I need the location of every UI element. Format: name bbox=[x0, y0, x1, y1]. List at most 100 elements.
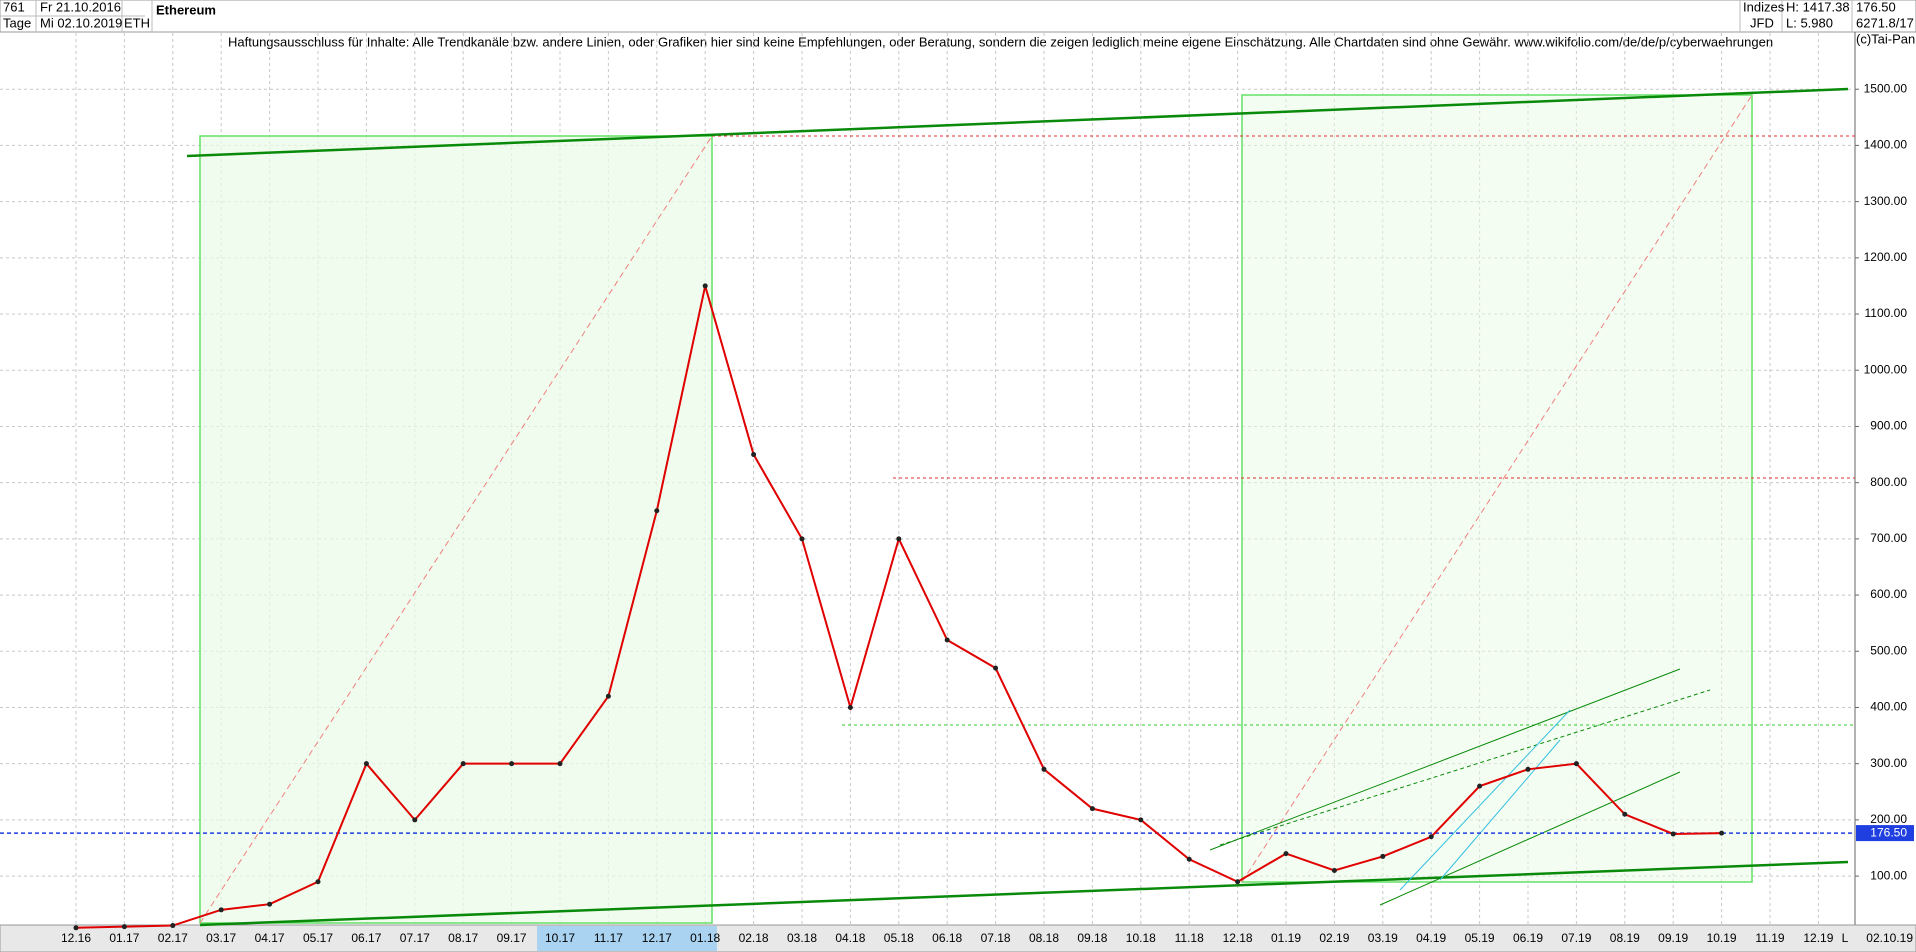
x-tick-label: 06.19 bbox=[1513, 931, 1543, 945]
x-tick-label: 07.18 bbox=[981, 931, 1011, 945]
price-point bbox=[1525, 766, 1531, 772]
price-point bbox=[170, 923, 176, 929]
header-symbol: ETH bbox=[124, 15, 150, 30]
channel-line bbox=[199, 860, 1849, 927]
price-point bbox=[1380, 853, 1386, 859]
channel-line bbox=[1219, 689, 1711, 846]
x-tick-label: 04.19 bbox=[1416, 931, 1446, 945]
header-last: 176.50 bbox=[1856, 0, 1896, 14]
x-tick-label: 06.17 bbox=[351, 931, 381, 945]
price-point bbox=[363, 761, 369, 767]
x-tick-label: 12.19 bbox=[1803, 931, 1833, 945]
y-tick-label: 500.00 bbox=[1870, 643, 1907, 657]
price-point bbox=[847, 704, 853, 710]
x-tick-label: 07.19 bbox=[1561, 931, 1591, 945]
x-tick-label: 09.17 bbox=[497, 931, 527, 945]
price-point bbox=[702, 283, 708, 289]
price-point bbox=[267, 901, 273, 907]
x-tick-label: 05.19 bbox=[1465, 931, 1495, 945]
x-tick-label: 10.18 bbox=[1126, 931, 1156, 945]
header-high: H: 1417.38 bbox=[1786, 0, 1850, 14]
x-tick-label: 12.18 bbox=[1223, 931, 1253, 945]
x-tick-label: 04.18 bbox=[835, 931, 865, 945]
y-tick-label: 1500.00 bbox=[1864, 81, 1908, 95]
x-tick-label: 12.17 bbox=[642, 931, 672, 945]
y-tick-label: 100.00 bbox=[1870, 868, 1907, 882]
header-period: Tage bbox=[3, 15, 31, 30]
x-tick-label: 09.19 bbox=[1658, 931, 1688, 945]
x-tick-label: 04.17 bbox=[255, 931, 285, 945]
price-point bbox=[944, 637, 950, 643]
price-point bbox=[315, 879, 321, 885]
price-point bbox=[1622, 811, 1628, 817]
x-tick-label: 08.19 bbox=[1610, 931, 1640, 945]
channel-line bbox=[1399, 709, 1571, 891]
y-tick-label: 800.00 bbox=[1870, 475, 1907, 489]
diagonal-line bbox=[1241, 94, 1753, 883]
price-point bbox=[1186, 856, 1192, 862]
x-tick-label: 02.18 bbox=[739, 931, 769, 945]
price-point bbox=[121, 924, 127, 930]
price-point bbox=[1089, 806, 1095, 812]
x-tick-label: 01.18 bbox=[690, 931, 720, 945]
price-point bbox=[605, 693, 611, 699]
disclaimer: Haftungsausschluss für Inhalte: Alle Tre… bbox=[228, 34, 1773, 49]
y-tick-label: 900.00 bbox=[1870, 419, 1907, 433]
header-count: 761 bbox=[3, 0, 25, 14]
x-tick-label: 10.19 bbox=[1707, 931, 1737, 945]
price-point bbox=[1573, 761, 1579, 767]
y-tick-label: 700.00 bbox=[1870, 531, 1907, 545]
header-date-to: Mi 02.10.2019 bbox=[40, 15, 122, 30]
price-point bbox=[1477, 783, 1483, 789]
x-tick-label: 02.17 bbox=[158, 931, 188, 945]
price-point bbox=[1041, 766, 1047, 772]
header-market: Indizes bbox=[1743, 0, 1785, 14]
annotations bbox=[186, 87, 1855, 927]
price-point bbox=[1283, 851, 1289, 857]
price-point bbox=[1719, 830, 1725, 836]
price-point bbox=[1235, 879, 1241, 885]
diagonal-line bbox=[199, 135, 713, 924]
x-tick-label: 03.19 bbox=[1368, 931, 1398, 945]
price-point bbox=[218, 907, 224, 913]
x-tick-label: 10.17 bbox=[545, 931, 575, 945]
price-point bbox=[557, 761, 563, 767]
x-tick-label: 05.18 bbox=[884, 931, 914, 945]
x-tick-label: 11.18 bbox=[1175, 931, 1204, 945]
x-axis-bar bbox=[0, 924, 1916, 952]
y-tick-label: 300.00 bbox=[1870, 756, 1907, 770]
price-point bbox=[654, 508, 660, 514]
x-axis-selection bbox=[537, 926, 717, 951]
x-tick-label: 09.18 bbox=[1077, 931, 1107, 945]
x-tick-label: 01.19 bbox=[1271, 931, 1301, 945]
price-point bbox=[896, 536, 902, 542]
price-point bbox=[412, 817, 418, 823]
cursor-date: 02.10.19 bbox=[1866, 931, 1913, 945]
y-tick-label: 1200.00 bbox=[1864, 250, 1908, 264]
channel-line bbox=[1439, 739, 1561, 881]
header-title: Ethereum bbox=[156, 2, 216, 17]
header-bar bbox=[0, 0, 1916, 33]
channel-line bbox=[1209, 668, 1681, 851]
x-tick-label: 08.17 bbox=[448, 931, 478, 945]
header-code: 6271.8/17 bbox=[1856, 15, 1914, 30]
x-tick-label: 07.17 bbox=[400, 931, 430, 945]
y-tick-label: 1100.00 bbox=[1865, 306, 1908, 320]
header-date-from: Fr 21.10.2016 bbox=[40, 0, 121, 14]
price-point bbox=[751, 452, 757, 458]
x-tick-label: 11.17 bbox=[594, 931, 623, 945]
x-tick-label: 02.19 bbox=[1319, 931, 1349, 945]
axis-end: L bbox=[1842, 931, 1849, 945]
price-point bbox=[460, 761, 466, 767]
price-point bbox=[1331, 867, 1337, 873]
price-point bbox=[509, 761, 515, 767]
price-point bbox=[799, 536, 805, 542]
x-tick-label: 08.18 bbox=[1029, 931, 1059, 945]
x-tick-label: 12.16 bbox=[61, 931, 91, 945]
price-point bbox=[993, 665, 999, 671]
x-tick-label: 05.17 bbox=[303, 931, 333, 945]
price-point bbox=[1138, 817, 1144, 823]
price-point bbox=[1670, 831, 1676, 837]
y-tick-label: 400.00 bbox=[1870, 700, 1907, 714]
